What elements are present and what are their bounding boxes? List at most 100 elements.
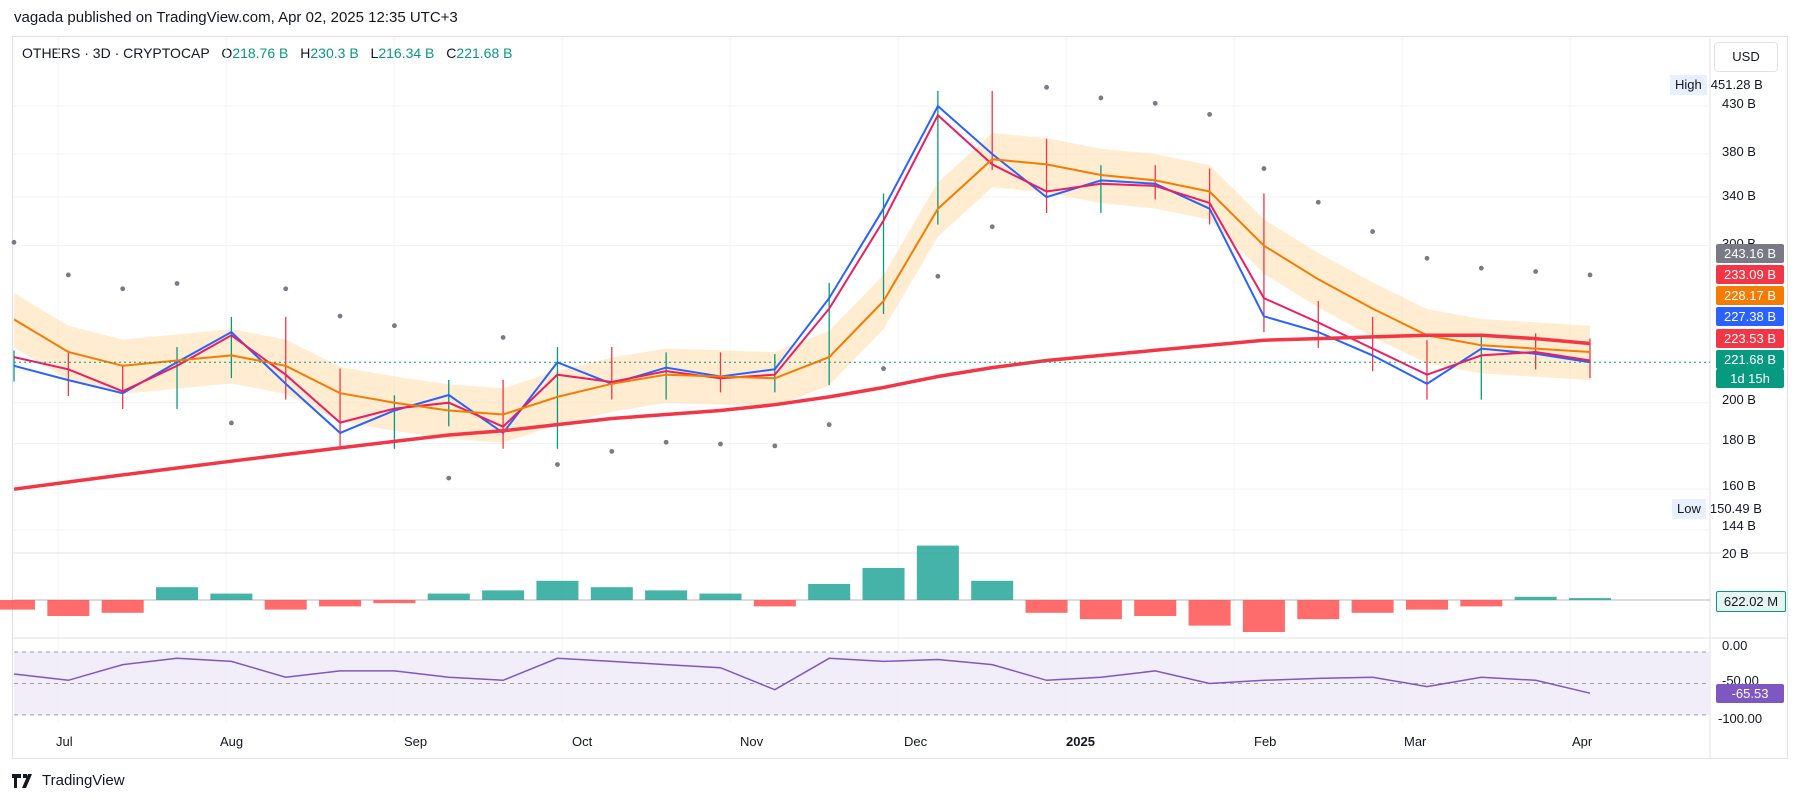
macd-bar <box>210 593 253 600</box>
published-line: vagada published on TradingView.com, Apr… <box>14 9 458 26</box>
high-marker-value: 451.28 B <box>1710 77 1763 92</box>
sar-dot <box>65 272 71 278</box>
time-tick: Jul <box>56 734 73 749</box>
macd-bar <box>482 590 525 600</box>
time-tick: Sep <box>404 734 428 749</box>
sar-dot <box>228 420 234 426</box>
macd-bar <box>808 584 851 600</box>
sar-dot <box>1207 112 1212 117</box>
time-tick: Feb <box>1254 734 1277 749</box>
macd-bar <box>1568 598 1612 600</box>
macd-bar <box>645 590 688 600</box>
sar-dot <box>881 366 886 372</box>
macd-bar <box>1079 600 1122 620</box>
rsi-tick: 0.00 <box>1722 638 1748 653</box>
macd-value-tag: 622.02 M <box>1716 591 1786 612</box>
macd-bar <box>427 593 470 600</box>
sar-dot <box>1478 265 1484 271</box>
macd-bar <box>1460 600 1503 607</box>
rsi-tick: -100.00 <box>1718 711 1763 726</box>
sar-dot <box>772 443 778 449</box>
high-label: H <box>300 45 311 61</box>
chart-frame <box>12 36 1788 759</box>
sar-dot <box>1533 269 1539 274</box>
sar-dot <box>1044 84 1049 90</box>
sar-dot <box>989 224 995 230</box>
time-tick: 2025 <box>1066 734 1095 749</box>
time-tick: Dec <box>904 734 928 749</box>
sar-dot <box>174 281 180 286</box>
sar-dot <box>120 286 126 292</box>
macd-bar <box>1188 600 1231 626</box>
macd-bar <box>1242 600 1285 632</box>
ema-band <box>14 132 1590 443</box>
price-tag-blue: 227.38 B <box>1716 307 1784 326</box>
open-value: 218.76 B <box>232 45 289 61</box>
macd-bar <box>699 593 742 600</box>
low-label: L <box>370 45 379 61</box>
low-marker-value: 150.49 B <box>1709 501 1762 516</box>
sar-dot <box>1261 166 1267 171</box>
time-tick: Nov <box>740 734 764 749</box>
macd-bar <box>753 600 796 607</box>
price-tag-gray: 243.16 B <box>1716 244 1784 263</box>
series-line-ma_long <box>13 333 1591 491</box>
macd-tick: 20 B <box>1722 546 1749 561</box>
sar-dot <box>718 441 723 447</box>
price-tag-last: 221.68 B <box>1716 350 1784 369</box>
sar-dot <box>500 335 506 340</box>
sar-dot <box>555 462 560 467</box>
macd-bar <box>862 568 905 600</box>
price-tick: 380 B <box>1722 144 1756 159</box>
rsi-line <box>13 657 1591 694</box>
open-label: O <box>221 45 233 61</box>
time-tick: Apr <box>1572 734 1593 749</box>
sar-dot <box>283 286 289 292</box>
sar-dot <box>11 239 17 245</box>
macd-bar <box>373 600 416 604</box>
macd-bar <box>319 600 362 607</box>
sar-dot <box>609 448 615 454</box>
macd-bar <box>590 587 633 600</box>
low-value: 216.34 B <box>378 45 435 61</box>
low-marker-label: Low <box>1672 499 1706 519</box>
chart-legend: OTHERS · 3D · CRYPTOCAP O218.76 B H230.3… <box>22 45 520 61</box>
currency-button[interactable]: USD <box>1714 42 1778 72</box>
sar-dot <box>392 323 397 329</box>
time-tick: Aug <box>220 734 244 749</box>
macd-bar <box>47 600 90 616</box>
series-line-ema_slow <box>13 158 1591 416</box>
macd-bar <box>156 587 199 600</box>
sar-dot <box>1370 229 1376 234</box>
sar-dot <box>1587 272 1593 278</box>
macd-bar <box>1025 600 1068 613</box>
tradingview-logo[interactable]: TradingView <box>12 772 125 789</box>
tradingview-logo-icon <box>12 773 32 788</box>
macd-bar <box>1134 600 1177 616</box>
sar-dot <box>1152 100 1158 106</box>
sar-dot <box>446 475 452 481</box>
price-tag-ma: 223.53 B <box>1716 329 1784 348</box>
low-marker: Low 150.49 B <box>1672 499 1762 519</box>
price-tick: 200 B <box>1722 392 1756 407</box>
time-tick: Oct <box>572 734 593 749</box>
macd-bar <box>101 600 144 613</box>
price-tick: 180 B <box>1722 432 1756 447</box>
sar-dot <box>663 439 669 445</box>
macd-bar <box>1351 600 1394 613</box>
macd-bar <box>536 580 579 600</box>
time-tick: Mar <box>1404 734 1427 749</box>
high-value: 230.3 B <box>310 45 359 61</box>
price-tag-countdown: 1d 15h <box>1716 369 1784 388</box>
price-tick: 430 B <box>1722 96 1756 111</box>
sar-dot <box>935 273 941 279</box>
rsi-value-tag: -65.53 <box>1716 684 1784 703</box>
sar-dot <box>1098 95 1104 101</box>
price-tag-orange: 228.17 B <box>1716 286 1784 305</box>
price-tick: 340 B <box>1722 188 1756 203</box>
high-marker: High 451.28 B <box>1670 75 1763 95</box>
sar-dot <box>337 313 343 319</box>
macd-bar <box>1514 596 1557 600</box>
sar-dot <box>1424 255 1430 261</box>
